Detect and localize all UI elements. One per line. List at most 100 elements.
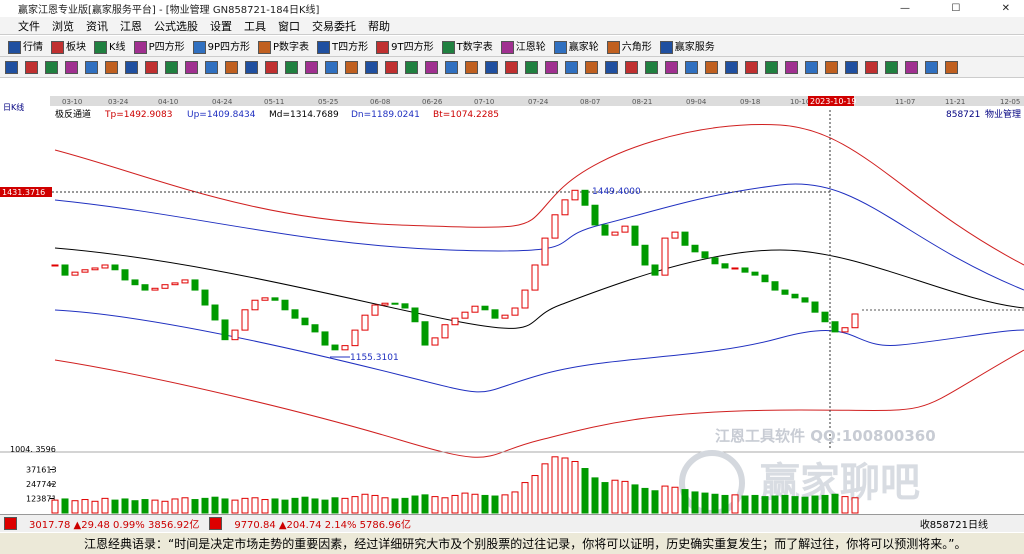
- candle: [711, 257, 719, 265]
- tool-icon[interactable]: [345, 60, 358, 74]
- toolbar-button[interactable]: 板块: [51, 38, 86, 54]
- toolbar-button[interactable]: 江恩轮: [500, 38, 546, 54]
- tool-icon[interactable]: [325, 60, 338, 74]
- tool-icon[interactable]: [245, 60, 258, 74]
- tool-icon[interactable]: [525, 60, 538, 74]
- tool-icon[interactable]: [585, 60, 598, 74]
- candle: [391, 302, 399, 305]
- tool-icon[interactable]: [425, 60, 438, 74]
- toolbar-button[interactable]: P四方形: [133, 38, 185, 54]
- volume-bar: [341, 497, 349, 514]
- menu-item[interactable]: 交易委托: [312, 19, 356, 33]
- tool-icon[interactable]: [565, 60, 578, 74]
- tool-icon[interactable]: [705, 60, 718, 74]
- tool-icon[interactable]: [65, 60, 78, 74]
- candle: [771, 281, 779, 291]
- tool-icon[interactable]: [305, 60, 318, 74]
- tool-icon[interactable]: [5, 60, 18, 74]
- menu-item[interactable]: 资讯: [86, 19, 108, 33]
- toolbar-button[interactable]: P数字表: [258, 38, 309, 54]
- tool-icon[interactable]: [805, 60, 818, 74]
- menu-item[interactable]: 公式选股: [154, 19, 198, 33]
- menu-item[interactable]: 江恩: [120, 19, 142, 33]
- candle: [171, 282, 179, 286]
- candle: [821, 311, 829, 323]
- volume-bar: [461, 492, 469, 514]
- tool-icon[interactable]: [485, 60, 498, 74]
- volume-bar: [311, 498, 319, 514]
- tool-icon[interactable]: [25, 60, 38, 74]
- toolbar-button[interactable]: 赢家轮: [553, 38, 599, 54]
- toolbar-button[interactable]: 六角形: [606, 38, 652, 54]
- menu-item[interactable]: 文件: [18, 19, 40, 33]
- menu-bar: 文件 浏览 资讯 江恩 公式选股 设置 工具 窗口 交易委托 帮助: [0, 17, 1024, 35]
- tool-icon[interactable]: [545, 60, 558, 74]
- tool-icon[interactable]: [125, 60, 138, 74]
- tool-icon[interactable]: [405, 60, 418, 74]
- candle: [151, 287, 159, 291]
- tool-icon[interactable]: [825, 60, 838, 74]
- candle: [131, 279, 139, 286]
- date-axis: [50, 96, 1024, 106]
- toolbar: 行情 板块 K线 P四方形 9P四方形 P数字表 T四方形 9T四方形 T数字表 江恩轮 赢家轮 六角…: [0, 36, 1024, 57]
- tool-icon[interactable]: [685, 60, 698, 74]
- tool-icon[interactable]: [765, 60, 778, 74]
- menu-item[interactable]: 设置: [210, 19, 232, 33]
- date-highlight: 2023-10-19: [810, 97, 857, 106]
- tool-icon[interactable]: [105, 60, 118, 74]
- tool-icon[interactable]: [385, 60, 398, 74]
- candle: [531, 264, 539, 291]
- volume-bar: [391, 498, 399, 514]
- candle: [191, 279, 199, 291]
- tool-icon[interactable]: [945, 60, 958, 74]
- tool-icon[interactable]: [665, 60, 678, 74]
- tool-icon[interactable]: [45, 60, 58, 74]
- tool-icon[interactable]: [625, 60, 638, 74]
- volume-bar: [271, 498, 279, 514]
- toolbar-button[interactable]: T四方形: [317, 38, 368, 54]
- toolbar-button[interactable]: 赢家服务: [659, 38, 715, 54]
- tool-icon[interactable]: [905, 60, 918, 74]
- candle: [371, 304, 379, 316]
- window-controls[interactable]: — ☐ ✕: [900, 3, 1010, 14]
- toolbar-button[interactable]: 行情: [8, 38, 43, 54]
- volume-bar: [321, 499, 329, 514]
- tool-icon[interactable]: [865, 60, 878, 74]
- volume-bar: [631, 484, 639, 514]
- menu-item[interactable]: 浏览: [52, 19, 74, 33]
- volume-bar: [411, 495, 419, 514]
- toolbar-button[interactable]: T数字表: [441, 38, 493, 54]
- status-bar: 3017.78 ▲29.48 0.99% 3856.92亿 9770.84 ▲2…: [0, 514, 1024, 532]
- tool-icon[interactable]: [885, 60, 898, 74]
- toolbar-button[interactable]: 9T四方形: [376, 38, 434, 54]
- tool-icon[interactable]: [225, 60, 238, 74]
- tool-icon[interactable]: [365, 60, 378, 74]
- volume-bar: [591, 477, 599, 514]
- menu-item[interactable]: 工具: [244, 19, 266, 33]
- toolbar-button[interactable]: 9P四方形: [192, 38, 250, 54]
- tool-icon[interactable]: [745, 60, 758, 74]
- date-label: 09-18: [740, 98, 760, 106]
- tool-icon[interactable]: [465, 60, 478, 74]
- toolbar-label: P四方形: [148, 42, 185, 54]
- toolbar-button[interactable]: K线: [94, 38, 126, 54]
- menu-item[interactable]: 窗口: [278, 19, 300, 33]
- tool-icon[interactable]: [145, 60, 158, 74]
- tool-icon[interactable]: [605, 60, 618, 74]
- tool-icon[interactable]: [505, 60, 518, 74]
- tool-icon[interactable]: [185, 60, 198, 74]
- volume-bar: [851, 497, 859, 514]
- volume-bar: [511, 491, 519, 514]
- tool-icon[interactable]: [85, 60, 98, 74]
- tool-icon[interactable]: [285, 60, 298, 74]
- tool-icon[interactable]: [205, 60, 218, 74]
- tool-icon[interactable]: [265, 60, 278, 74]
- tool-icon[interactable]: [925, 60, 938, 74]
- tool-icon[interactable]: [845, 60, 858, 74]
- tool-icon[interactable]: [725, 60, 738, 74]
- tool-icon[interactable]: [645, 60, 658, 74]
- tool-icon[interactable]: [445, 60, 458, 74]
- menu-item[interactable]: 帮助: [368, 19, 390, 33]
- tool-icon[interactable]: [785, 60, 798, 74]
- tool-icon[interactable]: [165, 60, 178, 74]
